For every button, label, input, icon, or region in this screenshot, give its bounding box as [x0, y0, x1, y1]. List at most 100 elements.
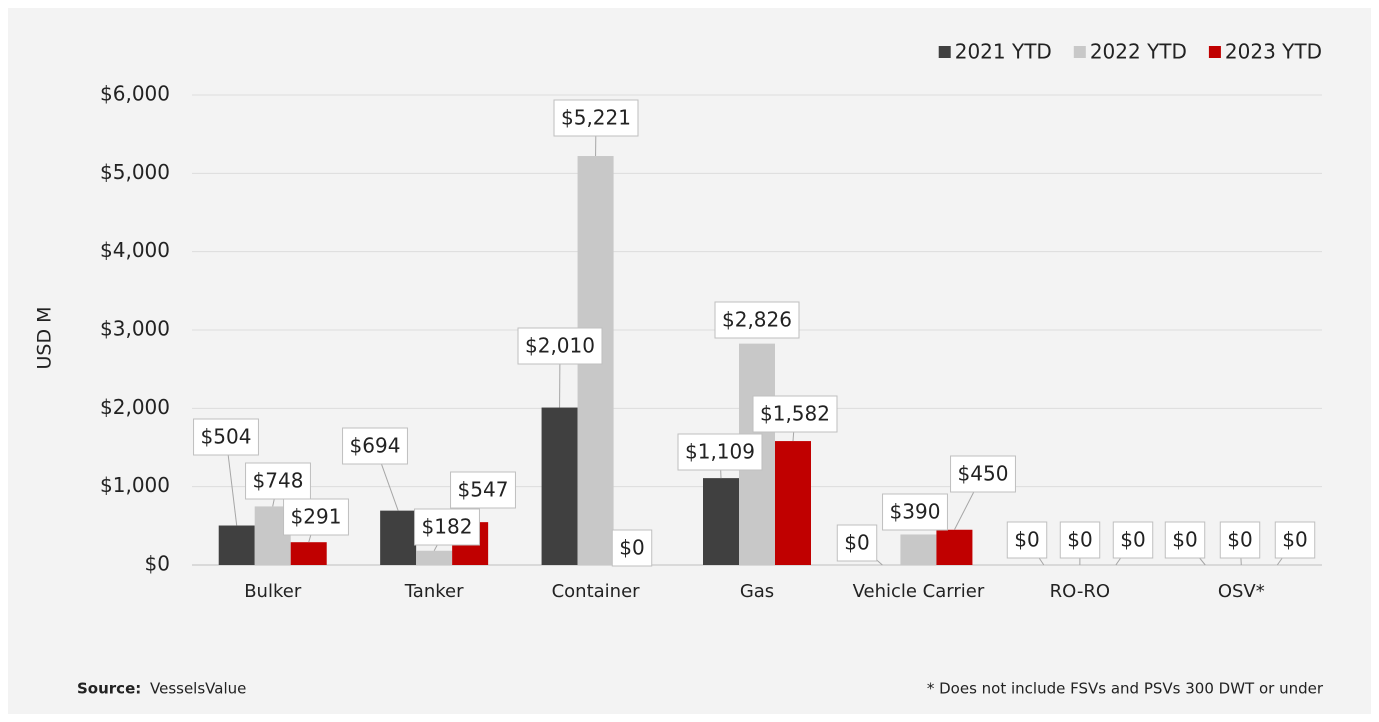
data-label-box: [1112, 521, 1154, 559]
data-label: $2,010: [517, 327, 603, 365]
bar: [900, 534, 937, 565]
x-tick-label: Gas: [740, 581, 774, 602]
source-label: Source:: [77, 680, 141, 698]
data-label-text: $2,826: [722, 308, 792, 332]
data-label-box: [245, 462, 311, 500]
data-label-text: $0: [1014, 528, 1039, 552]
data-label-box: [1006, 521, 1048, 559]
data-label-box: [1164, 521, 1206, 559]
x-tick-label: OSV*: [1218, 581, 1265, 602]
data-label: $504: [193, 418, 259, 456]
y-tick-label: $2,000: [100, 395, 170, 419]
legend-label: 2022 YTD: [1090, 40, 1187, 64]
data-label-box: [1059, 521, 1101, 559]
data-label-box: [1274, 521, 1316, 559]
bar: [541, 407, 578, 565]
data-label: $450: [950, 455, 1016, 493]
data-label-text: $694: [350, 434, 401, 458]
data-label-box: [950, 455, 1016, 493]
data-label-text: $450: [958, 462, 1009, 486]
data-label-text: $0: [844, 531, 869, 555]
data-label: $0: [1274, 521, 1316, 559]
legend-item: 2023 YTD: [1208, 40, 1322, 64]
data-label-text: $504: [201, 425, 252, 449]
data-label-text: $1,582: [760, 402, 830, 426]
x-tick-label: Container: [552, 581, 641, 602]
data-label: $0: [1112, 521, 1154, 559]
data-label: $1,109: [677, 433, 763, 471]
data-label-box: [836, 524, 878, 562]
y-tick-label: $4,000: [100, 238, 170, 262]
footnote: * Does not include FSVs and PSVs 300 DWT…: [927, 680, 1324, 698]
legend-item: 2022 YTD: [1073, 40, 1187, 64]
data-label-text: $0: [1120, 528, 1145, 552]
data-label: $0: [611, 529, 653, 567]
data-label: $2,826: [714, 301, 800, 339]
data-label-text: $748: [253, 469, 304, 493]
data-label-box: [342, 427, 408, 465]
data-label-text: $182: [422, 515, 473, 539]
data-label-box: [283, 498, 349, 536]
bar: [703, 478, 739, 565]
data-label: $390: [882, 493, 948, 531]
data-label-text: $0: [1227, 528, 1252, 552]
legend-label: 2021 YTD: [955, 40, 1052, 64]
data-label: $0: [1006, 521, 1048, 559]
bar: [218, 525, 255, 565]
data-label-text: $547: [458, 478, 509, 502]
data-label-box: [882, 493, 948, 531]
data-label-box: [414, 508, 480, 546]
legend-item: 2021 YTD: [938, 40, 1052, 64]
bar: [416, 550, 453, 565]
y-tick-label: $0: [145, 552, 170, 576]
data-label-text: $0: [1067, 528, 1092, 552]
data-label: $0: [1059, 521, 1101, 559]
data-label: $0: [1219, 521, 1261, 559]
data-label-box: [193, 418, 259, 456]
data-label: $182: [414, 508, 480, 546]
data-label-box: [714, 301, 800, 339]
source: VesselsValue: [150, 680, 246, 698]
data-label: $748: [245, 462, 311, 500]
data-label-text: $0: [1282, 528, 1307, 552]
bar: [290, 542, 327, 565]
y-tick-label: $3,000: [100, 317, 170, 341]
data-label-text: $291: [291, 505, 342, 529]
data-label: $547: [450, 471, 516, 509]
data-label-text: $1,109: [685, 440, 755, 464]
y-tick-label: $1,000: [100, 473, 170, 497]
data-label: $694: [342, 427, 408, 465]
data-label: $5,221: [553, 99, 639, 137]
data-label-box: [450, 471, 516, 509]
data-label-box: [553, 99, 639, 137]
data-label-text: $390: [890, 500, 941, 524]
data-label: $291: [283, 498, 349, 536]
data-label-text: $2,010: [525, 334, 595, 358]
legend-swatch: [1208, 46, 1221, 58]
data-label-text: $0: [619, 536, 644, 560]
data-label-text: $0: [1172, 528, 1197, 552]
data-label: $1,582: [752, 395, 838, 433]
data-label-box: [611, 529, 653, 567]
bar: [775, 441, 811, 565]
data-labels: $504$748 $291 $694 $182 $547 $2,010 $5,221 $0 $1…: [193, 99, 1316, 567]
x-tick-label: Tanker: [404, 581, 464, 602]
panel: [8, 8, 1371, 714]
x-tick-label: Bulker: [244, 581, 302, 602]
y-axis-title: USD M: [34, 306, 56, 369]
legend-swatch: [938, 46, 951, 58]
y-tick-label: $5,000: [100, 160, 170, 184]
data-label-box: [752, 395, 838, 433]
data-label: $0: [1164, 521, 1206, 559]
bar: [380, 510, 417, 565]
data-label-box: [517, 327, 603, 365]
x-tick-label: Vehicle Carrier: [853, 581, 985, 602]
y-tick-label: $6,000: [100, 82, 170, 106]
legend-swatch: [1073, 46, 1086, 58]
data-label-box: [677, 433, 763, 471]
legend-label: 2023 YTD: [1225, 40, 1322, 64]
x-tick-label: RO-RO: [1050, 581, 1110, 602]
data-label-box: [1219, 521, 1261, 559]
data-label-text: $5,221: [561, 106, 631, 130]
